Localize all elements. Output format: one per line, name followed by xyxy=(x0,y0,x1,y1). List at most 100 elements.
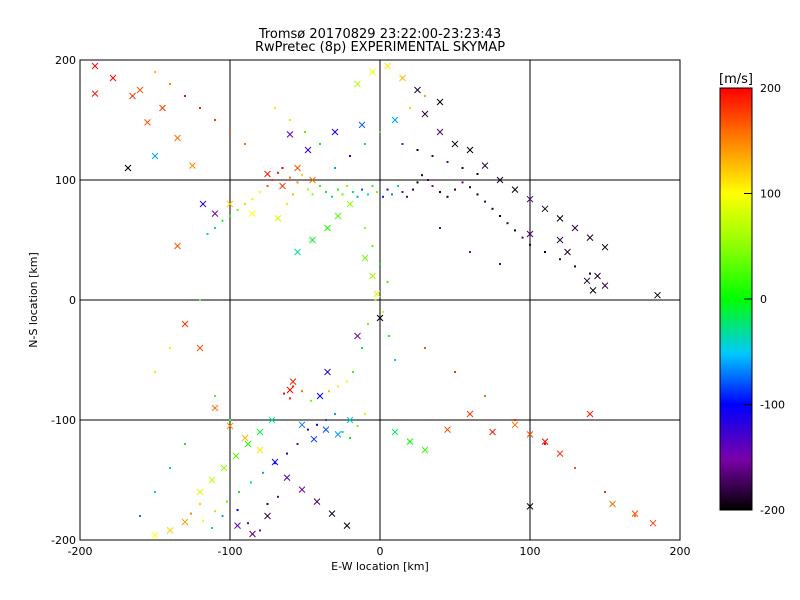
x-marker-stroke xyxy=(196,488,204,496)
x-marker xyxy=(109,74,117,82)
x-marker-stroke xyxy=(220,464,228,472)
dot-marker xyxy=(238,491,240,493)
x-marker-stroke xyxy=(526,431,534,438)
x-marker xyxy=(556,450,564,457)
dot-marker xyxy=(271,179,273,181)
x-marker-stroke xyxy=(346,200,354,208)
x-marker-stroke xyxy=(256,428,264,436)
dot-marker xyxy=(374,299,377,301)
chart-subtitle: RwPretec (8p) EXPERIMENTAL SKYMAP xyxy=(255,40,505,55)
dot-marker xyxy=(139,515,141,517)
x-marker xyxy=(279,182,286,190)
x-marker-stroke xyxy=(631,510,639,517)
x-marker xyxy=(334,431,342,438)
x-marker xyxy=(309,236,316,244)
dot-marker xyxy=(214,119,216,121)
y-tick-label: -200 xyxy=(51,534,76,547)
dot-marker xyxy=(154,371,156,373)
x-marker xyxy=(399,74,406,82)
grid xyxy=(80,60,680,540)
dot-marker xyxy=(394,359,396,361)
dot-marker xyxy=(334,167,336,169)
dot-marker xyxy=(424,95,426,97)
dot-marker xyxy=(229,215,231,217)
dot-marker xyxy=(346,380,348,383)
dot-marker xyxy=(184,443,186,445)
x-marker-stroke xyxy=(174,134,181,142)
dot-marker xyxy=(226,500,228,503)
x-marker xyxy=(373,290,381,298)
x-marker-stroke xyxy=(286,131,294,138)
dot-marker xyxy=(199,503,201,505)
x-marker xyxy=(226,422,234,430)
dot-marker xyxy=(416,181,419,184)
x-marker xyxy=(444,426,451,433)
dot-marker xyxy=(289,397,291,400)
dot-marker xyxy=(544,251,546,253)
colorbar-tick-label: 100 xyxy=(760,188,781,201)
dot-marker xyxy=(401,143,404,145)
x-marker xyxy=(196,344,204,352)
dot-marker xyxy=(281,167,284,169)
dot-marker xyxy=(361,188,363,191)
colorbar-label: [m/s] xyxy=(719,72,753,87)
x-marker xyxy=(511,186,519,193)
x-marker xyxy=(189,162,196,169)
x-marker xyxy=(556,236,564,244)
dot-marker xyxy=(446,195,449,198)
dot-marker xyxy=(352,191,354,193)
dot-marker xyxy=(316,423,318,426)
dot-marker xyxy=(190,512,192,515)
x-marker-stroke xyxy=(268,416,276,424)
x-marker-stroke xyxy=(594,272,601,280)
x-marker-stroke xyxy=(346,416,354,424)
x-marker-stroke xyxy=(444,426,451,433)
x-marker xyxy=(369,68,376,76)
x-marker-stroke xyxy=(208,476,216,484)
x-marker-stroke xyxy=(256,446,264,454)
x-marker xyxy=(354,80,361,88)
x-marker-stroke xyxy=(328,510,336,517)
x-marker-stroke xyxy=(316,392,324,400)
x-marker-stroke xyxy=(583,277,591,285)
x-marker-stroke xyxy=(571,224,579,232)
dot-marker xyxy=(559,258,561,261)
y-tick-label: 0 xyxy=(69,294,76,307)
dot-marker xyxy=(154,71,156,73)
dot-marker xyxy=(376,191,378,193)
dot-marker xyxy=(337,385,339,388)
x-marker xyxy=(294,164,301,172)
x-marker-stroke xyxy=(294,164,301,172)
dot-marker xyxy=(277,495,279,498)
dot-marker xyxy=(296,181,299,184)
x-marker xyxy=(256,428,264,436)
dot-marker xyxy=(236,509,239,511)
x-marker xyxy=(268,416,276,424)
x-marker-stroke xyxy=(541,438,549,445)
x-marker-stroke xyxy=(481,162,489,169)
dot-marker xyxy=(337,188,339,191)
x-marker-stroke xyxy=(286,386,294,394)
x-marker-stroke xyxy=(526,230,534,238)
x-marker xyxy=(324,224,331,232)
dot-marker xyxy=(301,390,303,393)
x-marker xyxy=(589,287,597,294)
x-marker-stroke xyxy=(109,74,117,82)
x-marker-stroke xyxy=(324,368,331,376)
dot-marker xyxy=(286,452,288,455)
dot-marker xyxy=(274,107,276,109)
x-marker-stroke xyxy=(373,290,381,298)
x-marker-stroke xyxy=(601,243,609,251)
x-marker xyxy=(316,392,324,400)
x-marker-stroke xyxy=(189,162,196,169)
x-marker xyxy=(129,92,136,100)
x-marker-stroke xyxy=(376,314,384,322)
x-marker xyxy=(136,86,144,94)
x-marker xyxy=(526,503,534,510)
x-marker-stroke xyxy=(241,434,249,442)
x-marker-stroke xyxy=(331,128,339,136)
dot-marker xyxy=(529,243,531,246)
x-marker-stroke xyxy=(249,530,256,538)
dot-marker xyxy=(391,193,393,196)
dot-marker xyxy=(244,143,246,145)
